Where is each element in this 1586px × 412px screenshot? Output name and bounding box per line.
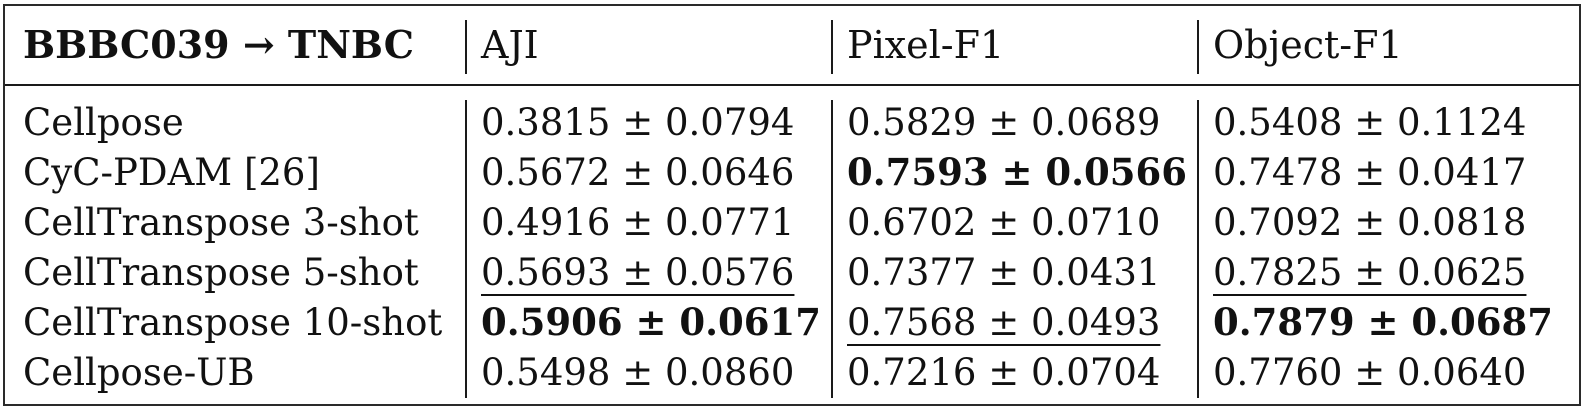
row-pixel-f1-best: 0.7593 ± 0.0566 bbox=[847, 150, 1187, 194]
row-aji: 0.4916 ± 0.0771 bbox=[481, 201, 795, 244]
row-aji-best: 0.5906 ± 0.0617 bbox=[481, 300, 821, 344]
body-col-divider-1 bbox=[465, 100, 467, 398]
row-object-f1: 0.7478 ± 0.0417 bbox=[1213, 151, 1527, 194]
body-col-divider-3 bbox=[1197, 100, 1199, 398]
header-object-f1: Object-F1 bbox=[1213, 23, 1403, 67]
row-object-f1: 0.7760 ± 0.0640 bbox=[1213, 351, 1527, 394]
row-pixel-f1: 0.7216 ± 0.0704 bbox=[847, 351, 1161, 394]
header-rule bbox=[5, 84, 1579, 86]
row-aji: 0.5672 ± 0.0646 bbox=[481, 151, 795, 194]
row-object-f1-best: 0.7879 ± 0.0687 bbox=[1213, 300, 1553, 344]
row-aji: 0.5498 ± 0.0860 bbox=[481, 351, 795, 394]
row-aji: 0.3815 ± 0.0794 bbox=[481, 101, 795, 144]
row-pixel-f1-second: 0.7568 ± 0.0493 bbox=[847, 301, 1161, 344]
header-pixel-f1: Pixel-F1 bbox=[847, 23, 1005, 67]
row-object-f1-second: 0.7825 ± 0.0625 bbox=[1213, 251, 1527, 294]
row-method: CellTranspose 10-shot bbox=[23, 301, 443, 344]
results-table: BBBC039 → TNBC AJI Pixel-F1 Object-F1 Ce… bbox=[3, 4, 1581, 406]
header-col-divider-1 bbox=[465, 20, 467, 74]
body-col-divider-2 bbox=[831, 100, 833, 398]
row-method: CyC-PDAM [26] bbox=[23, 151, 320, 194]
row-method: CellTranspose 3-shot bbox=[23, 201, 419, 244]
header-col-divider-2 bbox=[831, 20, 833, 74]
row-method: CellTranspose 5-shot bbox=[23, 251, 419, 294]
row-method: Cellpose bbox=[23, 101, 184, 144]
header-aji: AJI bbox=[481, 23, 539, 67]
row-object-f1: 0.7092 ± 0.0818 bbox=[1213, 201, 1527, 244]
row-pixel-f1: 0.5829 ± 0.0689 bbox=[847, 101, 1161, 144]
row-object-f1: 0.5408 ± 0.1124 bbox=[1213, 101, 1527, 144]
row-aji-second: 0.5693 ± 0.0576 bbox=[481, 251, 795, 294]
row-method: Cellpose-UB bbox=[23, 351, 255, 394]
header-col-divider-3 bbox=[1197, 20, 1199, 74]
header-setting: BBBC039 → TNBC bbox=[23, 22, 415, 67]
row-pixel-f1: 0.6702 ± 0.0710 bbox=[847, 201, 1161, 244]
row-pixel-f1: 0.7377 ± 0.0431 bbox=[847, 251, 1161, 294]
